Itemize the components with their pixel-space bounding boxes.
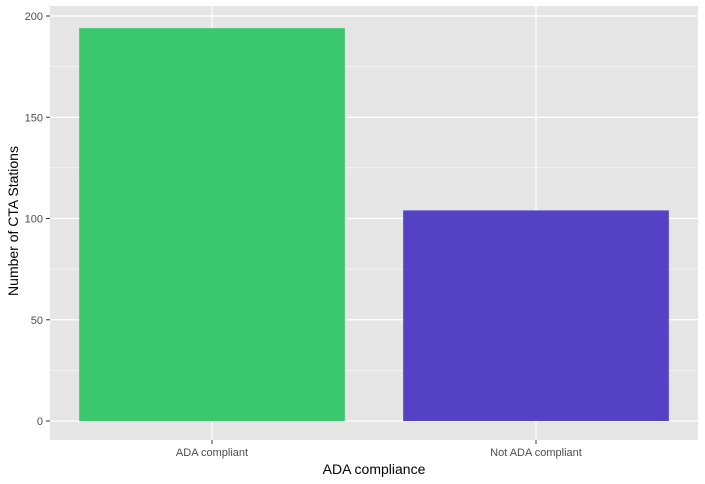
y-axis-ticks: 0 50 100 150 200: [25, 11, 50, 428]
y-axis-title: Number of CTA Stations: [5, 146, 21, 296]
y-tick-label: 0: [37, 416, 43, 428]
bar-ada-compliant: [79, 28, 345, 422]
y-tick-label: 100: [25, 214, 43, 226]
y-tick-label: 200: [25, 11, 43, 23]
x-axis-title: ADA compliance: [323, 461, 426, 477]
bars: [79, 28, 669, 422]
x-tick-label: ADA compliant: [176, 447, 248, 459]
x-tick-label: Not ADA compliant: [490, 447, 582, 459]
x-axis-ticks: ADA compliant Not ADA compliant: [176, 440, 582, 459]
bar-not-ada-compliant: [403, 210, 669, 421]
y-tick-label: 50: [31, 315, 43, 327]
y-tick-label: 150: [25, 112, 43, 124]
